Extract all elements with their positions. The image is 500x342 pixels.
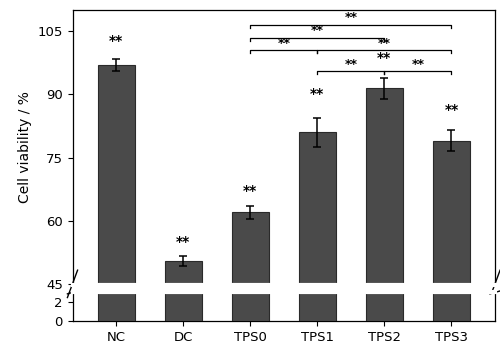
Text: **: ** bbox=[344, 58, 358, 71]
Bar bbox=[232, 212, 268, 342]
Text: **: ** bbox=[176, 235, 190, 249]
Bar bbox=[164, 0, 202, 321]
Text: **: ** bbox=[378, 37, 391, 50]
Bar bbox=[232, 0, 268, 321]
Bar bbox=[366, 0, 403, 321]
Text: **: ** bbox=[344, 11, 358, 24]
Bar bbox=[299, 0, 336, 321]
Text: **: ** bbox=[412, 58, 424, 71]
Bar bbox=[98, 0, 134, 321]
Bar bbox=[433, 0, 470, 321]
Text: **: ** bbox=[109, 34, 123, 48]
Bar bbox=[299, 132, 336, 342]
Text: **: ** bbox=[310, 87, 324, 101]
Text: **: ** bbox=[243, 184, 258, 198]
Text: **: ** bbox=[377, 51, 392, 65]
Text: **: ** bbox=[277, 37, 290, 50]
Text: **: ** bbox=[311, 24, 324, 37]
Bar bbox=[433, 141, 470, 342]
Y-axis label: Cell viability / %: Cell viability / % bbox=[18, 91, 32, 203]
Bar bbox=[366, 88, 403, 342]
Bar bbox=[164, 261, 202, 342]
Text: **: ** bbox=[444, 103, 458, 117]
Bar bbox=[98, 65, 134, 342]
